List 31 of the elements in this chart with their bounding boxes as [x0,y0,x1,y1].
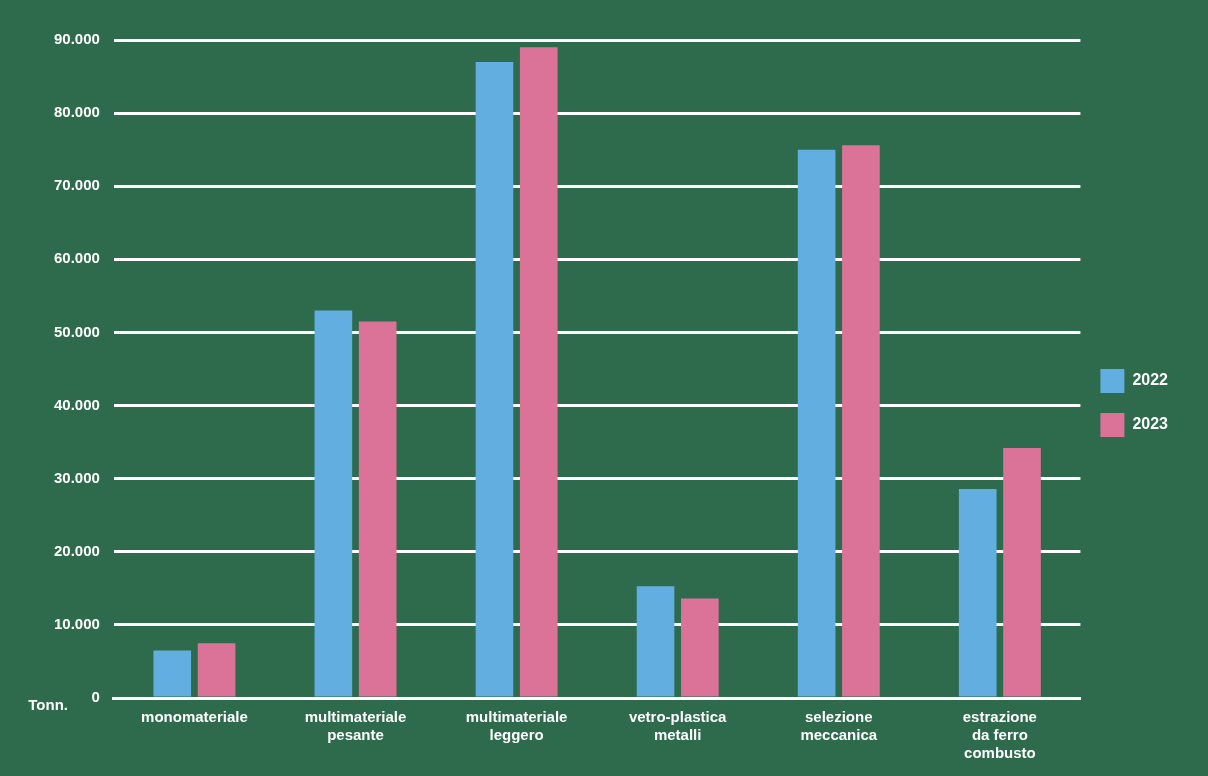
y-tick-label: 90.000 [53,30,100,48]
bar [358,321,397,697]
y-tick-label: 80.000 [53,103,100,121]
y-tick-label: 70.000 [53,176,100,194]
x-tick-label: selezione meccanica [800,708,878,744]
y-tick-label: 10.000 [53,615,100,633]
x-tick-label: multimateriale leggero [465,708,568,744]
bar [153,650,192,697]
bar [681,598,719,697]
bar [475,61,514,697]
x-tick-label: monomateriale [141,708,248,726]
x-tick-label: estrazione da ferro combusto [962,708,1037,762]
bar [314,310,353,697]
y-axis-title: Tonn. [28,696,68,714]
y-tick-label: 20.000 [53,541,100,559]
x-tick-label: vetro-plastica metalli [628,708,728,744]
bar [197,643,236,697]
y-tick-label: 0 [91,688,100,706]
bar [797,149,836,697]
bar [1003,447,1041,697]
y-tick-label: 60.000 [53,249,100,267]
bar [636,586,675,697]
y-tick-label: 40.000 [53,395,100,413]
bar [958,488,997,697]
legend-label: 2023 [1132,415,1169,433]
legend-label: 2022 [1132,371,1169,389]
bar [842,145,880,697]
y-tick-label: 30.000 [53,468,100,486]
x-tick-label: multimateriale pesante [304,708,407,744]
y-tick-label: 50.000 [53,322,100,340]
bar [519,47,558,697]
